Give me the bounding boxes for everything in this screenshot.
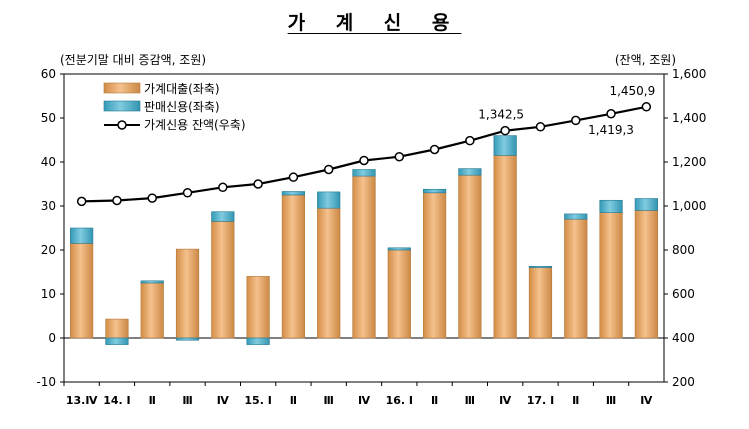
bar-household-loans (387, 249, 411, 339)
line-point (571, 115, 581, 126)
y-right-tick-label: 1,600 (672, 67, 706, 81)
x-tick-label: Ⅲ (606, 394, 616, 407)
y-left-tick-label: 50 (41, 111, 56, 125)
bar-sales-credit (422, 188, 447, 194)
x-tick-label: Ⅳ (640, 394, 653, 407)
legend-swatch-sales-credit (103, 100, 141, 112)
line-point (500, 125, 510, 136)
bar-household-loans (599, 212, 623, 339)
line-point (323, 164, 334, 175)
chart-title: 가 계 신 용 (287, 12, 462, 34)
line-point (535, 122, 546, 132)
bar-household-loans (140, 282, 164, 339)
bar-sales-credit (281, 191, 306, 196)
data-label: 1,419,3 (588, 123, 634, 137)
line-point (359, 155, 369, 166)
bar-sales-credit (458, 168, 482, 176)
bar-sales-credit (70, 227, 94, 244)
bar-household-loans (564, 218, 588, 339)
line-point (147, 193, 157, 203)
y-left-tick-label: 30 (41, 199, 56, 213)
bar-household-loans (105, 318, 129, 339)
bar-sales-credit (352, 169, 376, 177)
bar-sales-credit (211, 211, 235, 222)
left-axis-unit-label: (전분기말 대비 증감액, 조원) (60, 53, 206, 67)
x-tick-label: Ⅲ (182, 394, 192, 407)
y-left-tick-label: 10 (41, 287, 56, 301)
x-tick-label: Ⅱ (290, 394, 297, 407)
x-tick-label: Ⅳ (217, 394, 230, 407)
x-tick-label: Ⅱ (572, 394, 579, 407)
x-tick-label: 17. Ⅰ (527, 394, 554, 407)
line-point (394, 151, 405, 162)
x-tick-label: Ⅳ (358, 394, 371, 407)
bar-sales-credit (175, 337, 200, 341)
bar-household-loans (422, 192, 447, 339)
bar-household-loans (246, 276, 270, 339)
bar-household-loans (634, 210, 658, 339)
y-right-tick-label: 200 (672, 375, 695, 389)
bar-sales-credit (105, 337, 129, 345)
bar-sales-credit (634, 198, 658, 211)
y-right-tick-label: 1,200 (672, 155, 706, 169)
line-point (641, 102, 652, 112)
x-tick-label: Ⅱ (431, 394, 438, 407)
bar-household-loans (70, 243, 94, 339)
line-point (112, 195, 122, 206)
line-point (182, 188, 193, 198)
line-point (288, 172, 299, 182)
x-tick-label: Ⅲ (465, 394, 475, 407)
right-axis-unit-label: (잔액, 조원) (615, 53, 676, 67)
legend-label-loans: 가계대출(좌축) (144, 82, 220, 96)
legend-label-sales-credit: 판매신용(좌축) (144, 100, 220, 114)
bar-household-loans (458, 174, 482, 339)
bar-household-loans (352, 175, 376, 339)
y-left-tick-label: 60 (41, 67, 56, 81)
y-left-tick-label: -10 (36, 375, 56, 389)
line-point (429, 144, 440, 155)
x-tick-label: Ⅳ (499, 394, 512, 407)
x-tick-label: 16. Ⅰ (386, 394, 413, 407)
x-tick-label: 15. Ⅰ (244, 394, 271, 407)
bar-sales-credit (246, 337, 270, 345)
y-right-tick-label: 400 (672, 331, 695, 345)
bar-sales-credit (528, 265, 553, 268)
plot-frame (63, 73, 665, 383)
bar-sales-credit (387, 247, 411, 251)
bar-household-loans (281, 194, 306, 339)
data-label: 1,342,5 (478, 108, 524, 122)
x-tick-label: 14. Ⅰ (103, 394, 130, 407)
bar-household-loans (528, 267, 553, 339)
x-tick-label: Ⅲ (324, 394, 334, 407)
y-right-tick-label: 600 (672, 287, 695, 301)
line-point (76, 196, 87, 207)
bar-household-loans (317, 207, 341, 339)
line-point (606, 109, 616, 119)
y-right-tick-label: 1,400 (672, 111, 706, 125)
legend-label-balance: 가계신용 잔액(우축) (144, 118, 246, 132)
y-left-tick-label: 20 (41, 243, 56, 257)
line-point (218, 182, 228, 193)
bar-sales-credit (493, 135, 517, 156)
bar-sales-credit (317, 191, 341, 209)
bar-sales-credit (564, 213, 588, 220)
data-label: 1,450,9 (609, 84, 655, 98)
legend-swatch-balance-marker (117, 120, 127, 130)
bar-household-loans (211, 221, 235, 339)
y-right-tick-label: 1,000 (672, 199, 706, 213)
y-left-tick-label: 0 (48, 331, 56, 345)
x-tick-label: 13.Ⅳ (66, 394, 98, 407)
bar-household-loans (175, 248, 200, 339)
line-point (253, 179, 263, 189)
bar-household-loans (493, 155, 517, 339)
y-right-tick-label: 800 (672, 243, 695, 257)
line-point (465, 135, 475, 146)
bar-sales-credit (599, 199, 623, 213)
bar-sales-credit (140, 280, 164, 284)
legend-swatch-loans (103, 82, 141, 94)
y-left-tick-label: 40 (41, 155, 56, 169)
x-tick-label: Ⅱ (149, 394, 156, 407)
